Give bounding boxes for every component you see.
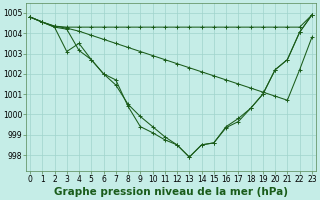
X-axis label: Graphe pression niveau de la mer (hPa): Graphe pression niveau de la mer (hPa) [54,187,288,197]
